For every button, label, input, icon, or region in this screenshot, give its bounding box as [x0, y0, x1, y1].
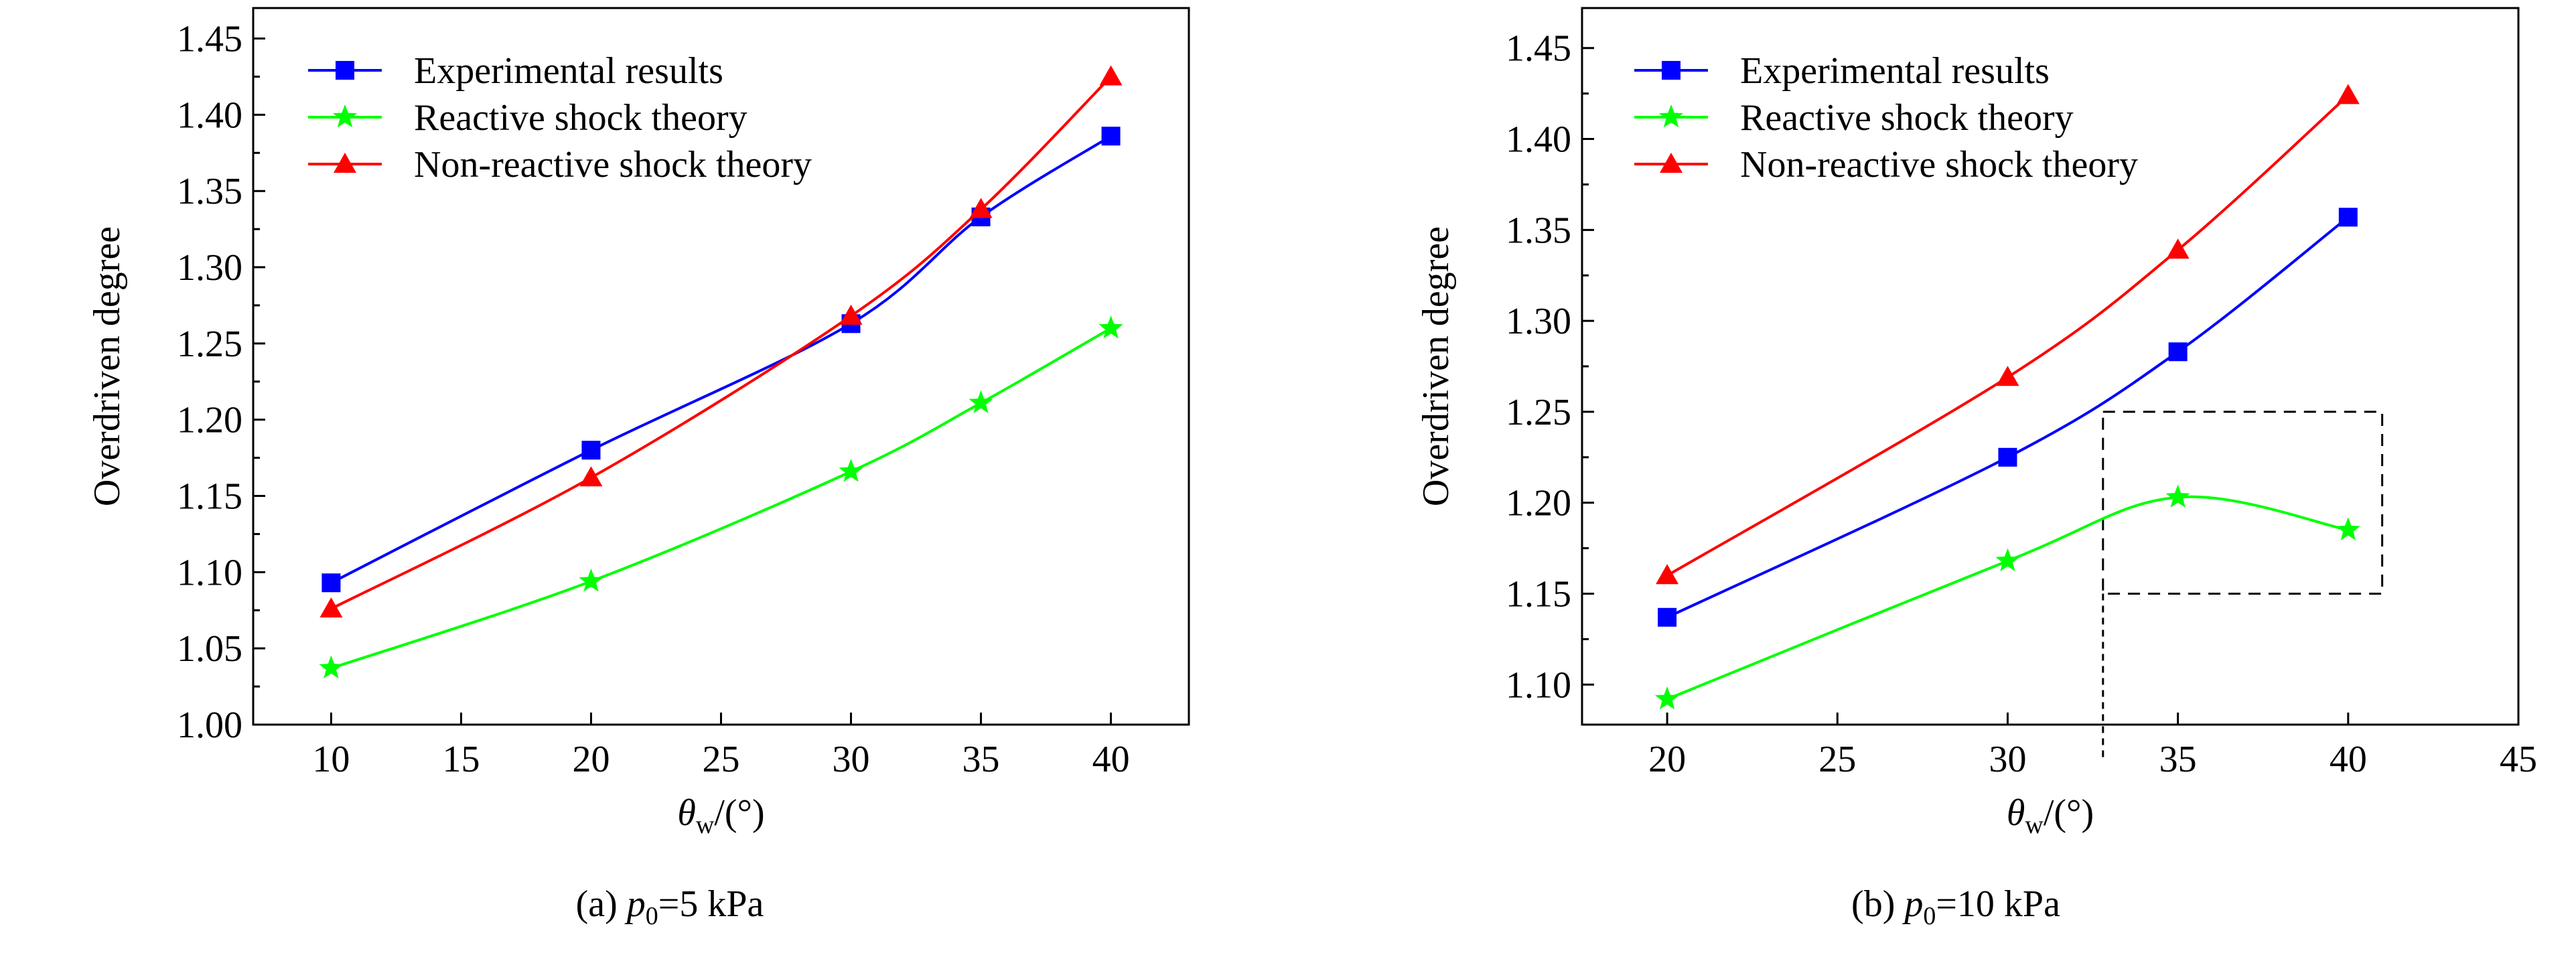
data-point-triangle [2166, 238, 2190, 259]
y-tick-label: 1.25 [177, 323, 242, 365]
legend-label: Reactive shock theory [414, 97, 747, 139]
y-tick-label: 1.40 [177, 94, 242, 136]
y-axis-label: Overdriven degree [86, 226, 128, 506]
legend: Experimental results Reactive shock theor… [308, 50, 812, 186]
y-tick-label: 1.30 [177, 247, 242, 289]
series-line [330, 327, 1112, 670]
data-point-star [1098, 315, 1123, 339]
x-tick-label: 20 [1648, 739, 1686, 780]
y-tick-label: 1.30 [1506, 301, 1571, 342]
legend-label: Non-reactive shock theory [414, 144, 812, 186]
series-reactive [319, 315, 1123, 679]
legend-marker-star [1658, 104, 1684, 128]
zoom-box-annotation [2102, 411, 2384, 595]
data-point-star [839, 459, 863, 482]
data-point-square [321, 573, 341, 593]
data-point-star [1995, 548, 2020, 571]
data-point-star [579, 569, 603, 592]
data-point-square [2338, 208, 2358, 227]
data-point-triangle [2336, 84, 2360, 104]
y-tick-label: 1.35 [1506, 210, 1571, 251]
y-tick-label: 1.20 [177, 400, 242, 441]
series-reactive [1655, 484, 2360, 710]
x-tick-label: 25 [1818, 739, 1856, 780]
x-tick-label: 30 [833, 739, 870, 780]
y-tick-label: 1.05 [177, 628, 242, 670]
series-non-reactive [319, 65, 1123, 617]
x-tick-label: 10 [312, 739, 350, 780]
y-tick-label: 1.25 [1506, 392, 1571, 433]
y-axis-label: Overdriven degree [1415, 226, 1457, 506]
legend-marker-square [1662, 61, 1680, 80]
data-point-square [1101, 127, 1121, 146]
x-tick-label: 40 [1092, 739, 1130, 780]
caption-b: (b) p0=10 kPa [1851, 883, 2060, 930]
data-point-triangle [839, 304, 863, 325]
series-experimental [1658, 208, 2358, 627]
data-point-square [1658, 607, 1677, 627]
y-tick-label: 1.35 [177, 171, 242, 212]
x-axis-label: θw/(°) [2007, 792, 2094, 839]
legend-label: Reactive shock theory [1740, 97, 2074, 139]
caption-a: (a) p0=5 kPa [576, 883, 764, 930]
series-non-reactive [1656, 84, 2360, 585]
y-tick-label: 1.20 [1506, 483, 1571, 524]
legend-label: Experimental results [1740, 50, 2050, 92]
x-tick-label: 20 [572, 739, 610, 780]
data-point-triangle [319, 597, 343, 617]
legend-marker-star [332, 104, 358, 128]
data-point-triangle [1656, 564, 1679, 585]
x-tick-label: 25 [703, 739, 740, 780]
legend-marker-triangle [1660, 153, 1683, 173]
y-tick-label: 1.00 [177, 705, 242, 746]
series-line [1666, 94, 2350, 577]
legend: Experimental results Reactive shock theor… [1634, 50, 2138, 186]
series-line [1666, 216, 2350, 619]
data-point-square [1998, 447, 2017, 467]
data-point-star [969, 390, 993, 413]
data-point-triangle [579, 466, 603, 487]
x-tick-label: 35 [962, 739, 1000, 780]
y-tick-label: 1.45 [1506, 28, 1571, 70]
data-point-triangle [1996, 366, 2019, 386]
x-tick-label: 35 [2159, 739, 2197, 780]
chart-a-pressure-5kpa: 10 15 20 25 30 35 40 1.00 1.05 1.10 1.15 1.20 1.25 1.… [86, 7, 1190, 839]
series-line [1666, 495, 2349, 701]
x-axis-label: θw/(°) [677, 792, 764, 839]
legend-label: Non-reactive shock theory [1740, 144, 2138, 186]
y-tick-label: 1.15 [1506, 573, 1571, 615]
series-line [330, 135, 1112, 585]
series-experimental [321, 127, 1121, 593]
y-tick-label: 1.10 [1506, 664, 1571, 706]
data-point-star [1655, 686, 1680, 710]
legend-label: Experimental results [414, 50, 723, 92]
y-tick-label: 1.40 [1506, 119, 1571, 161]
legend-marker-square [336, 61, 354, 80]
x-tick-label: 30 [1989, 739, 2026, 780]
x-tick-label: 45 [2500, 739, 2537, 780]
data-point-square [2168, 342, 2188, 362]
data-point-triangle [1099, 65, 1123, 86]
x-tick-label: 15 [442, 739, 480, 780]
data-point-star [2336, 517, 2360, 540]
data-point-star [319, 655, 344, 679]
y-tick-label: 1.45 [177, 19, 242, 60]
data-point-triangle [969, 198, 993, 218]
data-point-star [2165, 484, 2190, 508]
data-point-square [581, 441, 601, 460]
series-line [330, 76, 1113, 610]
chart-b-pressure-10kpa: 20 25 30 35 40 45 1.10 1.15 1.20 1.25 1.30 1.35 1.40… [1415, 7, 2537, 839]
y-tick-label: 1.15 [177, 476, 242, 518]
legend-marker-triangle [334, 153, 356, 173]
y-tick-label: 1.10 [177, 552, 242, 593]
x-tick-label: 40 [2330, 739, 2367, 780]
